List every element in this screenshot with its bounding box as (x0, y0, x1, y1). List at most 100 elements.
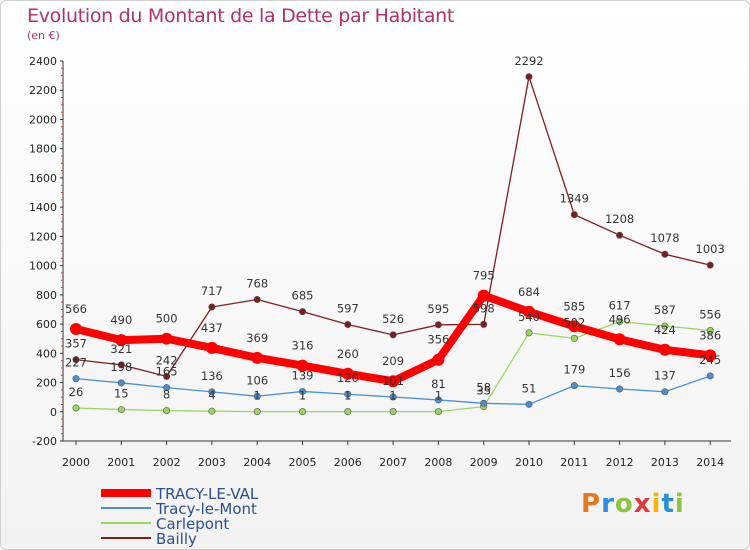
x-tick-label: 2011 (560, 456, 588, 469)
data-point (480, 320, 488, 328)
y-tick-label: 2400 (29, 55, 57, 68)
data-label: 137 (654, 369, 676, 383)
data-label: 1 (254, 389, 261, 403)
y-tick-label: 1400 (29, 201, 57, 214)
data-point (570, 382, 578, 390)
data-point (344, 408, 352, 416)
data-label: 566 (65, 302, 87, 316)
data-point (525, 73, 533, 81)
data-label: 35 (476, 384, 491, 398)
x-tick-label: 2006 (334, 456, 362, 469)
x-tick-label: 2004 (243, 456, 271, 469)
data-point (70, 323, 82, 336)
data-point (661, 388, 669, 396)
data-point (389, 331, 397, 339)
y-tick-label: 600 (36, 318, 57, 331)
data-label: 15 (114, 387, 129, 401)
data-label: 768 (246, 277, 268, 291)
y-tick-label: 400 (36, 347, 57, 360)
data-point (341, 367, 354, 380)
data-point (296, 359, 309, 372)
data-label: 316 (292, 339, 314, 353)
data-point (253, 392, 261, 400)
data-label: 209 (382, 354, 404, 368)
data-point (163, 407, 171, 415)
data-point (570, 211, 578, 219)
y-tick-label: 0 (50, 406, 57, 419)
data-point (706, 372, 714, 380)
data-label: 684 (518, 285, 540, 299)
data-label: 1 (344, 389, 351, 403)
data-label: 81 (431, 377, 446, 391)
data-label: 245 (699, 353, 721, 367)
data-label: 369 (246, 331, 268, 345)
data-label: 198 (110, 360, 132, 374)
data-label: 58 (476, 380, 491, 394)
data-point (661, 250, 669, 258)
y-tick-label: 2000 (29, 113, 57, 126)
data-label: 437 (201, 321, 223, 335)
data-label: 496 (609, 312, 631, 326)
data-point (298, 387, 306, 395)
data-point (205, 341, 218, 354)
data-point (251, 351, 264, 364)
data-label: 356 (427, 333, 449, 347)
data-label: 8 (163, 388, 170, 402)
data-label: 685 (292, 289, 314, 303)
data-point (616, 318, 624, 326)
data-label: 556 (699, 308, 721, 322)
data-point (72, 375, 80, 383)
y-tick-label: 1600 (29, 172, 57, 185)
data-label: 136 (201, 369, 223, 383)
data-label: 595 (427, 302, 449, 316)
data-point (616, 231, 624, 239)
data-label: 4 (208, 388, 215, 402)
x-tick-label: 2007 (379, 456, 407, 469)
data-label: 260 (337, 347, 359, 361)
legend-label: Carlepont (156, 515, 229, 533)
x-tick-label: 2010 (515, 456, 543, 469)
data-point (160, 332, 173, 345)
data-label: 795 (473, 269, 495, 283)
data-point (661, 322, 669, 330)
data-point (568, 320, 581, 333)
x-tick-label: 2005 (289, 456, 317, 469)
data-label: 227 (65, 356, 87, 370)
data-point (706, 261, 714, 269)
data-point (477, 289, 490, 302)
data-point (208, 303, 216, 311)
proxiti-logo: Proxiti (581, 489, 685, 519)
data-point (523, 305, 535, 318)
data-point (115, 334, 128, 347)
chart-subtitle: (en €) (27, 29, 60, 42)
data-label: 156 (609, 366, 631, 380)
x-tick-label: 2009 (470, 456, 498, 469)
data-label: 1 (435, 389, 442, 403)
data-point (117, 406, 125, 414)
x-tick-label: 2000 (62, 456, 90, 469)
data-point (434, 396, 442, 404)
data-label: 120 (337, 371, 359, 385)
data-point (480, 399, 488, 407)
data-label: 500 (156, 312, 178, 326)
data-point (72, 356, 80, 364)
data-point (706, 327, 714, 335)
data-label: 101 (382, 374, 404, 388)
data-label: 179 (563, 363, 585, 377)
data-point (72, 404, 80, 412)
data-label: 106 (246, 373, 268, 387)
data-point (434, 408, 442, 416)
data-point (658, 343, 671, 356)
data-point (570, 334, 578, 342)
data-label: 617 (609, 299, 631, 313)
x-tick-label: 2014 (696, 456, 724, 469)
data-label: 1 (299, 389, 306, 403)
data-label: 1208 (605, 212, 634, 226)
data-point (616, 385, 624, 393)
x-tick-label: 2002 (153, 456, 181, 469)
data-point (389, 393, 397, 401)
x-tick-label: 2001 (107, 456, 135, 469)
data-point (208, 407, 216, 415)
